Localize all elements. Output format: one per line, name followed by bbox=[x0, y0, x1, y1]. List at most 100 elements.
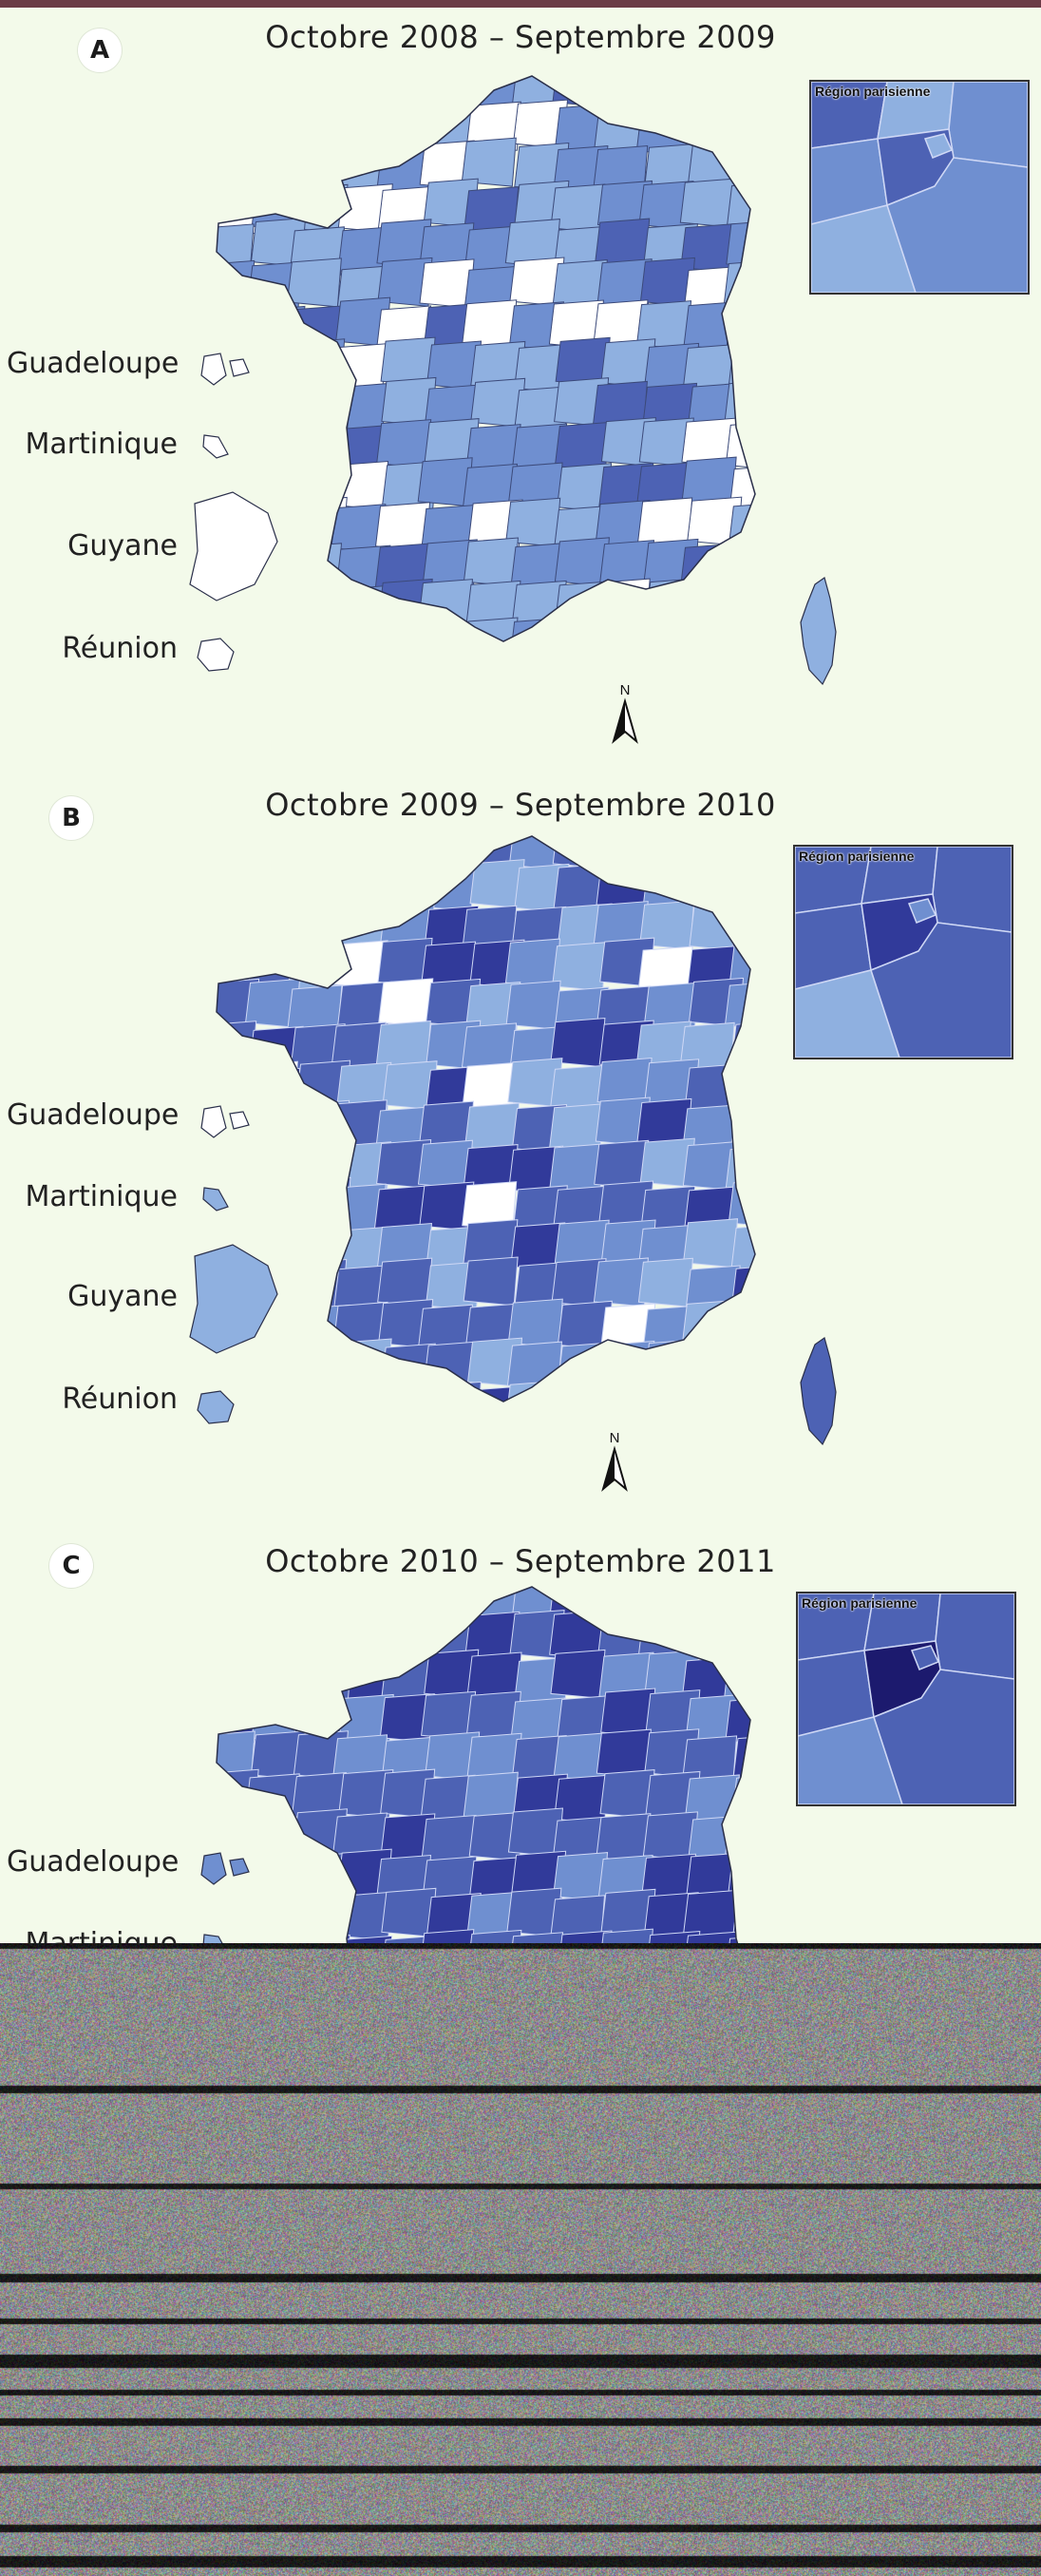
france-outline bbox=[216, 835, 756, 1402]
france-outline bbox=[216, 75, 756, 642]
panel-b: B Octobre 2009 – Septembre 2010 Guadelou… bbox=[0, 760, 1041, 1501]
department-region bbox=[599, 1340, 655, 1391]
department-region bbox=[336, 1338, 392, 1388]
department-region bbox=[728, 1064, 755, 1115]
guadeloupe-shape bbox=[200, 1105, 250, 1138]
north-arrow-icon: N bbox=[606, 682, 644, 749]
department-region bbox=[462, 299, 518, 350]
department-region bbox=[247, 1816, 303, 1866]
department-region bbox=[723, 624, 755, 641]
department-region bbox=[382, 836, 438, 869]
department-region bbox=[688, 623, 744, 641]
department-region bbox=[286, 543, 343, 593]
department-region bbox=[247, 1140, 303, 1191]
department-region bbox=[217, 1060, 259, 1111]
department-region bbox=[639, 1587, 696, 1622]
department-region bbox=[684, 1381, 740, 1402]
department-region bbox=[637, 497, 693, 547]
department-region bbox=[729, 76, 755, 108]
department-region bbox=[292, 76, 348, 109]
inset-department bbox=[798, 1716, 903, 1804]
label-guadeloupe: Guadeloupe bbox=[7, 347, 180, 380]
department-region bbox=[687, 1344, 743, 1395]
department-region bbox=[726, 303, 755, 353]
department-region bbox=[243, 1854, 299, 1904]
department-region bbox=[381, 1615, 437, 1666]
paris-inset-map bbox=[795, 847, 1012, 1058]
north-label: N bbox=[619, 682, 631, 698]
department-region bbox=[242, 623, 298, 641]
corsica bbox=[800, 1337, 837, 1446]
department-region bbox=[331, 383, 388, 433]
department-region bbox=[548, 621, 604, 641]
department-region bbox=[291, 1853, 347, 1903]
department-region bbox=[637, 1257, 693, 1307]
department-region bbox=[683, 301, 739, 352]
department-region bbox=[374, 619, 431, 641]
department-region bbox=[294, 619, 350, 641]
guyane-shape bbox=[189, 491, 278, 601]
department-region bbox=[295, 1610, 351, 1660]
department-region bbox=[731, 1895, 755, 1945]
top-rule bbox=[0, 0, 1041, 8]
department-region bbox=[290, 338, 346, 389]
department-region bbox=[725, 101, 755, 151]
department-region bbox=[335, 1587, 391, 1618]
inset-department bbox=[935, 1593, 1014, 1680]
department-region bbox=[731, 902, 755, 952]
department-region bbox=[731, 1587, 755, 1624]
panel-title: Octobre 2008 – Septembre 2009 bbox=[265, 19, 776, 55]
department-region bbox=[334, 1610, 390, 1660]
department-region bbox=[242, 1385, 298, 1402]
paris-inset-map bbox=[811, 82, 1028, 293]
panel-title: Octobre 2010 – Septembre 2011 bbox=[265, 1543, 776, 1579]
department-region bbox=[217, 906, 260, 957]
panel-badge: A bbox=[78, 29, 122, 72]
department-region bbox=[289, 1345, 345, 1395]
department-region bbox=[552, 76, 608, 107]
corrupted-image-region bbox=[0, 1943, 1041, 2576]
department-region bbox=[246, 584, 302, 635]
label-guadeloupe: Guadeloupe bbox=[7, 1845, 180, 1879]
department-region bbox=[217, 836, 263, 871]
department-region bbox=[335, 104, 391, 154]
paris-inset-map bbox=[798, 1593, 1014, 1804]
label-martinique: Martinique bbox=[25, 1180, 178, 1213]
department-region bbox=[376, 1587, 432, 1623]
label-guyane: Guyane bbox=[67, 529, 178, 563]
department-region bbox=[426, 1381, 482, 1402]
departments bbox=[217, 76, 755, 641]
department-region bbox=[727, 1855, 755, 1905]
department-region bbox=[288, 1385, 345, 1402]
department-region bbox=[645, 578, 701, 628]
department-region bbox=[289, 100, 345, 150]
department-region bbox=[553, 1378, 609, 1402]
department-region bbox=[730, 1344, 755, 1395]
inset-department bbox=[811, 204, 917, 293]
department-region bbox=[289, 138, 346, 188]
department-region bbox=[425, 1587, 481, 1624]
department-region bbox=[380, 1343, 436, 1393]
department-region bbox=[730, 1223, 755, 1273]
department-region bbox=[331, 585, 387, 636]
department-region bbox=[557, 1342, 613, 1392]
reunion-shape bbox=[197, 1390, 235, 1424]
department-region bbox=[420, 862, 476, 912]
department-region bbox=[554, 421, 610, 471]
department-region bbox=[217, 259, 256, 310]
department-region bbox=[636, 1377, 692, 1402]
department-region bbox=[290, 1653, 346, 1704]
department-region bbox=[687, 98, 743, 148]
panel-title: Octobre 2009 – Septembre 2010 bbox=[265, 787, 776, 823]
inset-department bbox=[948, 82, 1028, 168]
noise-texture bbox=[0, 1943, 1041, 2576]
guyane-shape bbox=[189, 1244, 278, 1354]
department-region bbox=[250, 305, 306, 355]
department-region bbox=[683, 577, 739, 627]
department-region bbox=[641, 617, 697, 641]
department-region bbox=[383, 100, 439, 150]
label-martinique: Martinique bbox=[25, 428, 178, 461]
department-region bbox=[291, 1143, 347, 1193]
department-region bbox=[601, 621, 657, 641]
